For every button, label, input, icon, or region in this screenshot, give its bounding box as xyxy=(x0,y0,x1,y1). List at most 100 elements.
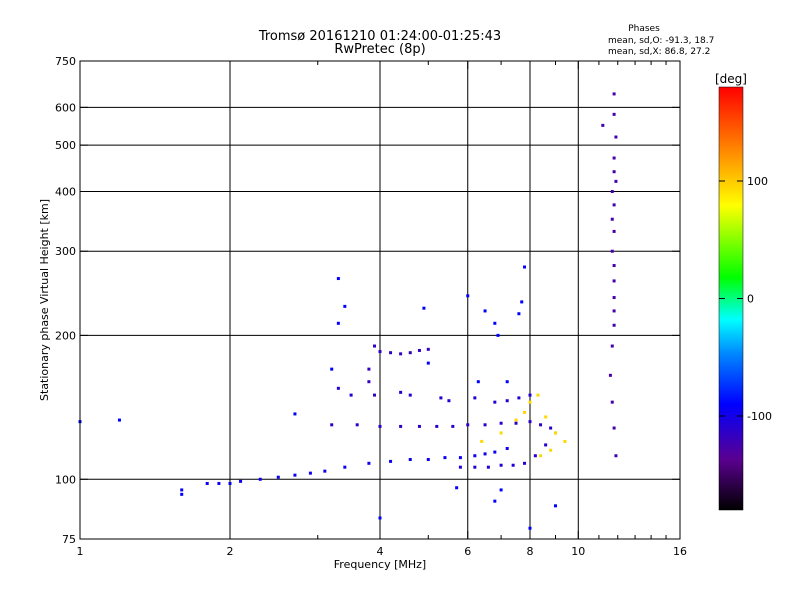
echo-point xyxy=(473,454,477,458)
echo-point xyxy=(505,399,509,403)
echo-point xyxy=(343,465,347,469)
echo-point xyxy=(399,352,403,356)
x-tick-label: 4 xyxy=(377,545,384,558)
echo-point xyxy=(612,309,616,313)
echo-point xyxy=(517,312,521,316)
echo-point xyxy=(539,454,543,458)
echo-point xyxy=(553,431,557,435)
echo-point xyxy=(378,424,382,428)
echo-point xyxy=(493,499,497,503)
echo-points xyxy=(78,92,618,530)
echo-point xyxy=(378,516,382,520)
echo-point xyxy=(308,471,312,475)
echo-point xyxy=(528,393,532,397)
echo-point xyxy=(443,456,447,460)
echo-point xyxy=(323,469,327,473)
x-axis-label: Frequency [MHz] xyxy=(334,558,426,571)
echo-point xyxy=(614,179,618,183)
echo-point xyxy=(523,461,527,465)
echo-point xyxy=(480,439,484,443)
echo-point xyxy=(293,412,297,416)
y-tick-label: 500 xyxy=(55,139,76,152)
echo-point xyxy=(483,423,487,427)
echo-point xyxy=(422,306,426,310)
echo-point xyxy=(505,446,509,450)
echo-point xyxy=(330,367,334,371)
echo-point xyxy=(473,396,477,400)
echo-point xyxy=(563,439,567,443)
echo-point xyxy=(417,424,421,428)
echo-point xyxy=(399,424,403,428)
echo-point xyxy=(476,380,480,384)
echo-point xyxy=(180,492,184,496)
stats-heading: Phases xyxy=(628,24,660,34)
x-tick-label: 6 xyxy=(464,545,471,558)
echo-point xyxy=(612,112,616,116)
echo-point xyxy=(610,344,614,348)
echo-point xyxy=(528,420,532,424)
echo-point xyxy=(373,344,377,348)
echo-point xyxy=(389,459,393,463)
echo-point xyxy=(258,477,262,481)
echo-point xyxy=(355,423,359,427)
echo-point xyxy=(523,265,527,269)
colorbar-unit-label: [deg] xyxy=(715,72,747,86)
echo-point xyxy=(330,423,334,427)
y-tick-label: 200 xyxy=(55,329,76,342)
echo-point xyxy=(426,347,430,351)
colorbar-tick-label: 0 xyxy=(747,293,754,306)
echo-point xyxy=(528,400,532,404)
echo-point xyxy=(499,421,503,425)
echo-point xyxy=(612,296,616,300)
echo-point xyxy=(536,393,540,397)
echo-point xyxy=(520,300,524,304)
echo-point xyxy=(343,304,347,308)
stats-line-x: mean, sd,X: 86.8, 27.2 xyxy=(608,47,710,57)
echo-point xyxy=(455,486,459,490)
echo-point xyxy=(612,156,616,160)
y-tick-label: 400 xyxy=(55,185,76,198)
x-tick-label: 2 xyxy=(227,545,234,558)
echo-point xyxy=(408,351,412,355)
echo-point xyxy=(499,431,503,435)
echo-point xyxy=(514,418,518,422)
echo-point xyxy=(499,488,503,492)
echo-point xyxy=(614,454,618,458)
echo-point xyxy=(447,399,451,403)
echo-point xyxy=(493,450,497,454)
echo-point xyxy=(610,400,614,404)
echo-point xyxy=(458,456,462,460)
echo-point xyxy=(608,373,612,377)
echo-point xyxy=(514,421,518,425)
echo-point xyxy=(336,321,340,325)
echo-point xyxy=(499,463,503,467)
echo-point xyxy=(435,424,439,428)
chart-subtitle: RwPretec (8p) xyxy=(334,42,425,57)
echo-point xyxy=(336,386,340,390)
y-axis-label: Stationary phase Virtual Height [km] xyxy=(38,199,51,401)
echo-point xyxy=(612,170,616,174)
echo-point xyxy=(493,400,497,404)
echo-point xyxy=(523,410,527,414)
echo-point xyxy=(610,189,614,193)
echo-point xyxy=(451,424,455,428)
echo-point xyxy=(217,481,221,485)
echo-point xyxy=(228,481,232,485)
echo-point xyxy=(549,426,553,430)
echo-point xyxy=(612,264,616,268)
echo-point xyxy=(493,321,497,325)
x-tick-label: 16 xyxy=(673,545,687,558)
echo-point xyxy=(336,277,340,281)
echo-point xyxy=(466,294,470,298)
echo-point xyxy=(458,465,462,469)
echo-point xyxy=(239,479,243,483)
echo-point xyxy=(466,423,470,427)
echo-point xyxy=(496,333,500,337)
echo-point xyxy=(373,393,377,397)
y-tick-label: 75 xyxy=(62,533,76,546)
echo-point xyxy=(367,367,371,371)
x-tick-label: 1 xyxy=(77,545,84,558)
echo-point xyxy=(610,249,614,253)
echo-point xyxy=(439,396,443,400)
